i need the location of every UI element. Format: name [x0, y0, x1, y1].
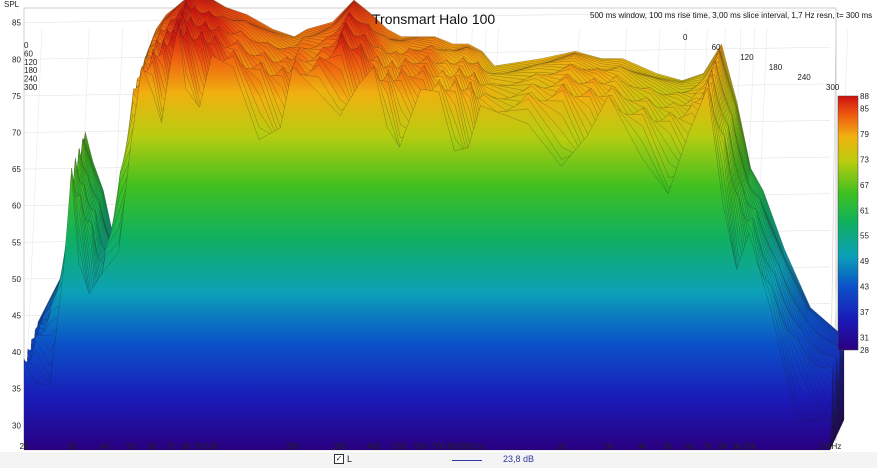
y-tick-label: 60: [12, 202, 21, 211]
x-tick-label: 900: [461, 442, 475, 451]
x-tick-label: 7k: [703, 442, 712, 451]
colorbar-tick: 55: [860, 232, 869, 241]
y-tick-label: 65: [12, 165, 21, 174]
time-tick-left: 240: [24, 75, 38, 84]
x-tick-label: 6k: [685, 442, 694, 451]
colorbar-tick: 73: [860, 156, 869, 165]
x-tick-label: 700: [432, 442, 446, 451]
y-tick-label: 70: [12, 128, 21, 137]
x-tick-label: 100: [205, 442, 219, 451]
y-grid-line: [23, 10, 831, 23]
series-name: L: [347, 454, 353, 464]
time-tick-right: 180: [769, 63, 783, 72]
waterfall-surface: [23, 0, 845, 451]
time-tick-right: 0: [683, 33, 688, 42]
time-tick-left: 60: [24, 49, 33, 58]
series-checkbox[interactable]: ✓: [334, 454, 344, 464]
time-tick-right: 120: [740, 53, 754, 62]
x-tick-label: 300: [333, 442, 347, 451]
x-tick-label: 600: [414, 442, 428, 451]
x-tick-label: 20kHz: [819, 442, 842, 451]
x-tick-label: 200: [286, 442, 300, 451]
colorbar-tick: 79: [860, 130, 869, 139]
time-tick-right: 300: [826, 83, 840, 92]
colorbar-tick: 88: [860, 92, 869, 101]
x-tick-label: 20: [20, 442, 29, 451]
x-tick-label: 40: [100, 442, 109, 451]
x-tick-label: 80: [181, 442, 190, 451]
x-tick-label: 9k: [733, 442, 742, 451]
series-line-sample: [452, 460, 482, 461]
x-tick-label: 4k: [638, 442, 647, 451]
x-tick-label: 8k: [719, 442, 728, 451]
y-tick-label: 50: [12, 275, 21, 284]
x-tick-label: 5k: [664, 442, 673, 451]
y-tick-label: 85: [12, 19, 21, 28]
chart-title: Tronsmart Halo 100: [372, 11, 495, 27]
x-tick-label: 3k: [604, 442, 613, 451]
colorbar-tick: 85: [860, 105, 869, 114]
x-tick-label: 90: [195, 442, 204, 451]
x-tick-label: 400: [367, 442, 381, 451]
y-tick-label: 45: [12, 312, 21, 321]
legend-bar: ✓ L 23,8 dB: [0, 452, 877, 468]
colorbar-tick: 43: [860, 283, 869, 292]
y-tick-label: 80: [12, 55, 21, 64]
colorbar-tick: 67: [860, 181, 869, 190]
x-tick-label: 10k: [743, 442, 757, 451]
time-tick-left: 0: [24, 41, 29, 50]
y-axis-label: SPL: [4, 0, 20, 9]
time-tick-right: 240: [797, 73, 811, 82]
colorbar-tick: 31: [860, 333, 869, 342]
x-tick-label: 70: [166, 442, 175, 451]
x-tick-label: 1k: [476, 442, 485, 451]
time-tick-left: 180: [24, 66, 38, 75]
colorbar-gradient: [837, 95, 859, 351]
x-tick-label: 60: [148, 442, 157, 451]
x-tick-label: 500: [393, 442, 407, 451]
y-tick-label: 75: [12, 92, 21, 101]
x-tick-label: 800: [448, 442, 462, 451]
y-tick-label: 35: [12, 385, 21, 394]
time-tick-right: 60: [712, 43, 721, 52]
colorbar-tick: 28: [860, 346, 869, 355]
legend-series-toggle[interactable]: ✓ L: [334, 454, 352, 464]
y-tick-label: 55: [12, 238, 21, 247]
y-tick-label: 30: [12, 421, 21, 430]
colorbar-labels: 88 85 79 73 67 61 55 49 43 37 31 28: [860, 92, 869, 355]
x-tick-label: 30: [67, 442, 76, 451]
series-value-item: 23,8 dB: [503, 454, 534, 464]
chart-subtitle: 500 ms window, 100 ms rise time, 3,00 ms…: [590, 11, 872, 20]
x-tick-label: 2k: [557, 442, 566, 451]
colorbar-tick: 49: [860, 257, 869, 266]
y-tick-label: 40: [12, 348, 21, 357]
x-tick-label: 50: [126, 442, 135, 451]
y-tick-labels: 30 35 40 45 50 55 60 65 70 75 80 85: [12, 19, 21, 431]
colorbar-tick: 37: [860, 308, 869, 317]
time-tick-left: 120: [24, 58, 38, 67]
colorbar: 88 85 79 73 67 61 55 49 43 37 31 28: [837, 92, 869, 355]
series-value: 23,8 dB: [503, 454, 535, 464]
x-tick-labels: 20 30 40 50 60 70 80 90 100 200 300 400 500 600 700 800…: [20, 442, 842, 451]
colorbar-tick: 61: [860, 206, 869, 215]
time-tick-left: 300: [24, 83, 38, 92]
waterfall-slice: [23, 25, 831, 451]
waterfall-chart: 30 35 40 45 50 55 60 65 70 75 80 85 20 30 40 50 60 70 80 9…: [4, 0, 872, 451]
